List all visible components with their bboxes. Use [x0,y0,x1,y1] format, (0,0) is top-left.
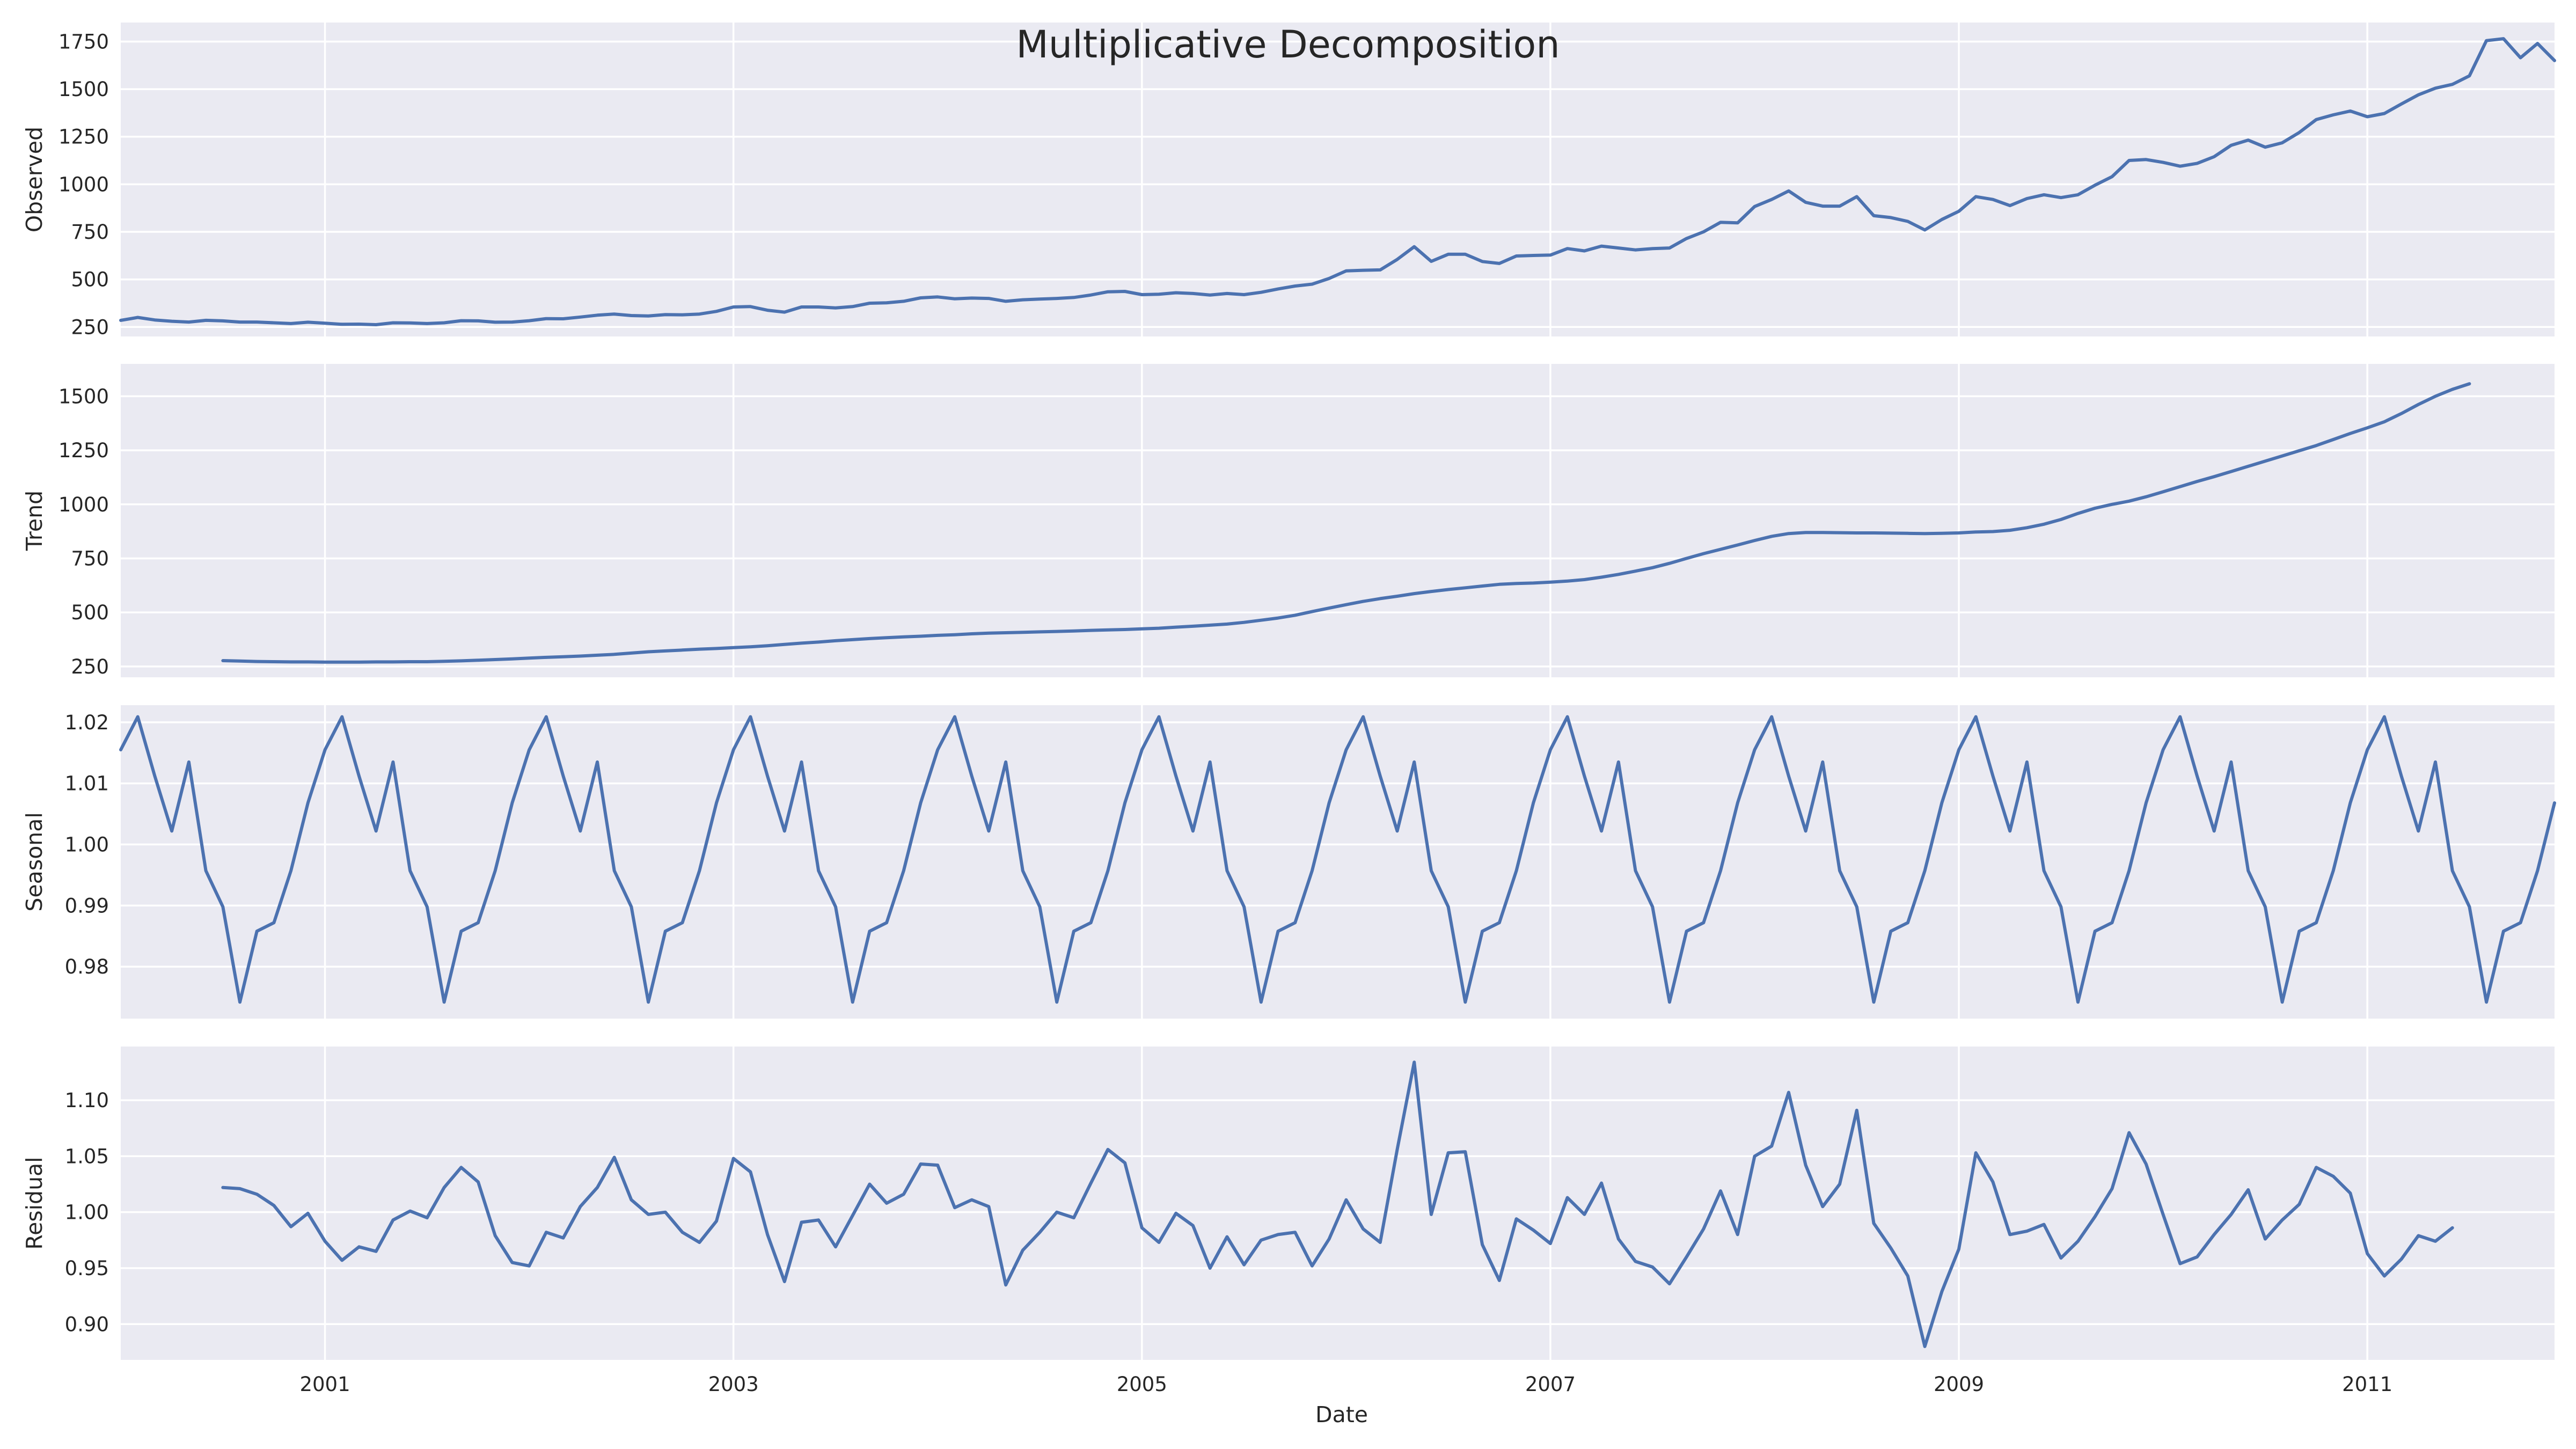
panel-seasonal: 0.98 0.99 1.00 1.01 1.02 Seasonal [21,705,2556,1019]
observed-line [119,37,2556,326]
y-tick-label: 1.10 [65,1089,109,1112]
panel-background [121,23,2555,336]
x-tick-label: 2005 [1117,1373,1167,1396]
y-tick-label: 750 [71,547,109,570]
x-tick-label: 2011 [2342,1373,2392,1396]
seasonal-line [119,715,2556,1004]
y-tick-label: 1000 [58,173,109,196]
y-tick-label: 1000 [58,493,109,516]
x-tick-label: 2001 [299,1373,350,1396]
y-tick-label: 750 [71,221,109,244]
y-tick-label: 0.95 [65,1257,109,1280]
y-tick-label: 250 [71,316,109,339]
panel-background [121,1046,2555,1360]
y-tick-label: 0.99 [65,894,109,917]
trend-line [221,382,2471,664]
y-tick-label: 1750 [58,30,109,53]
y-tick-label: 1500 [58,385,109,408]
y-tick-label: 1250 [58,439,109,462]
y-tick-label: 0.90 [65,1313,109,1336]
y-tick-label: 1.00 [65,1201,109,1224]
y-tick-label: 1.02 [65,711,109,734]
x-tick-label: 2003 [708,1373,759,1396]
panel-residual: 0.90 0.95 1.00 1.05 1.10 Residual [21,1046,2555,1360]
y-tick-label: 500 [71,601,109,624]
y-tick-label: 1500 [58,78,109,101]
panels: 250 500 750 1000 1250 1500 1750 Observed 250 500 7… [21,23,2556,1360]
y-tick-label: 0.98 [65,955,109,978]
y-tick-label: 500 [71,268,109,291]
x-axis: 2001 2003 2005 2007 2009 2011 [299,1373,2392,1396]
panel-background [121,364,2555,677]
y-axis-label: Trend [21,491,47,551]
y-tick-label: 250 [71,655,109,678]
residual-line [221,1060,2454,1348]
panel-observed: 250 500 750 1000 1250 1500 1750 Observed [21,23,2556,339]
x-tick-label: 2007 [1525,1373,1576,1396]
y-axis-label: Observed [21,127,47,232]
y-tick-label: 1.00 [65,833,109,857]
y-axis-label: Residual [21,1157,47,1249]
x-tick-label: 2009 [1934,1373,1984,1396]
y-tick-label: 1.01 [65,772,109,795]
y-axis-label: Seasonal [21,812,47,911]
x-axis-label: Date [1315,1402,1368,1428]
chart-title: Multiplicative Decomposition [1016,23,1560,67]
y-tick-label: 1250 [58,126,109,149]
y-tick-label: 1.05 [65,1145,109,1168]
panel-trend: 250 500 750 1000 1250 1500 Trend [21,364,2555,678]
